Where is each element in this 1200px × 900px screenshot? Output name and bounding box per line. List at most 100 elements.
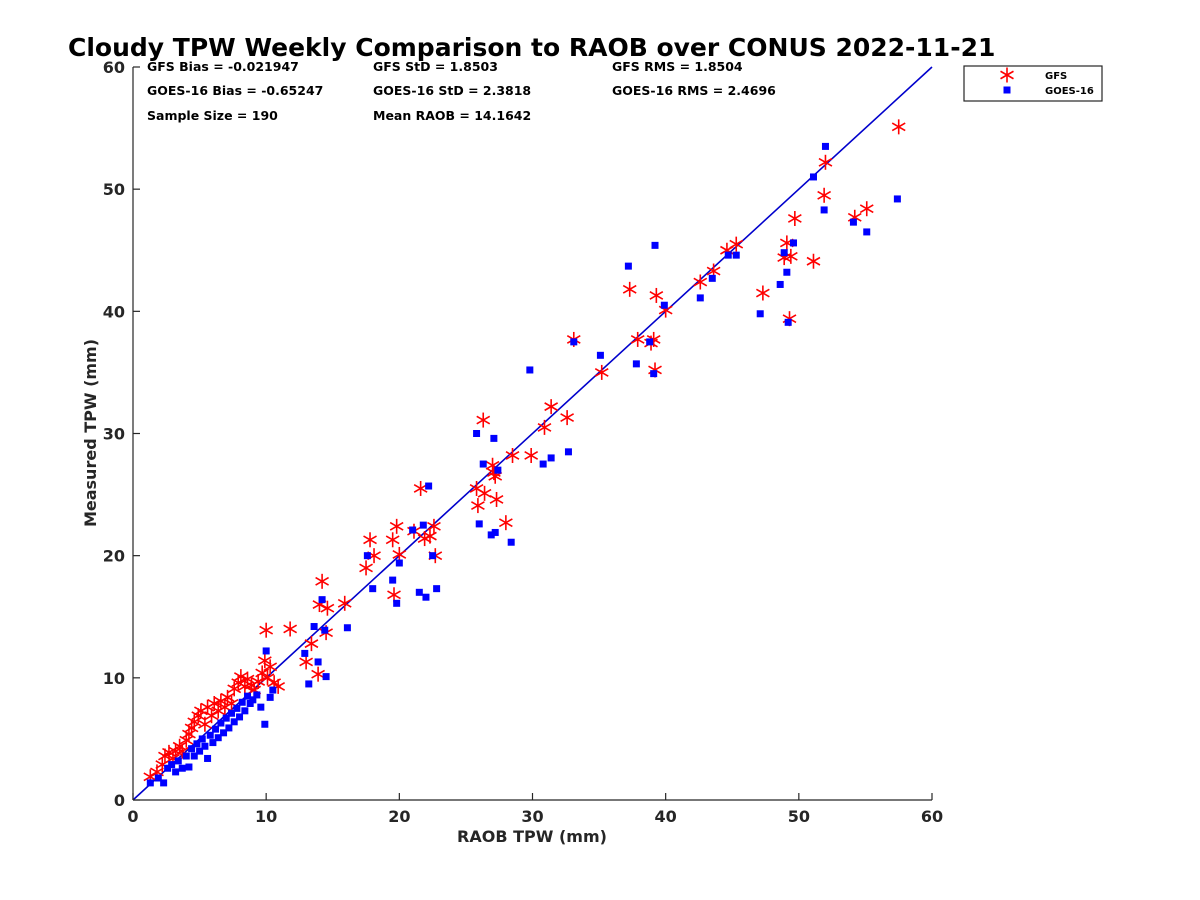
- goes16-point: [214, 734, 222, 742]
- legend-box: [963, 65, 1103, 102]
- goes16-point: [863, 228, 871, 236]
- goes16-point: [419, 521, 427, 529]
- gfs-point: [259, 622, 274, 638]
- goes16-point: [393, 599, 401, 607]
- gfs-point: [859, 201, 874, 217]
- x-axis-ticks: 0 10 20 30 40 50 60: [127, 793, 943, 826]
- goes16-point: [262, 647, 270, 655]
- gfs-point: [363, 532, 377, 548]
- goes16-point: [425, 482, 433, 490]
- gfs-point: [198, 716, 212, 732]
- goes16-point: [305, 680, 313, 688]
- gfs-point: [283, 621, 298, 637]
- gfs-point: [544, 399, 559, 415]
- gfs-point: [806, 253, 821, 269]
- goes16-point: [249, 696, 257, 704]
- goes16-point: [507, 538, 515, 546]
- stat-goes16-bias: GOES-16 Bias = -0.65247: [147, 83, 323, 98]
- goes16-point: [893, 195, 901, 203]
- goes16-point: [487, 531, 495, 539]
- goes16-point: [172, 768, 180, 776]
- gfs-point: [257, 653, 272, 669]
- gfs-point: [413, 480, 428, 496]
- stats-block: GFS Bias = -0.021947 GFS StD = 1.8503 GF…: [147, 59, 776, 123]
- x-tick-label: 40: [655, 807, 677, 826]
- gfs-point: [385, 532, 400, 548]
- goes16-point: [343, 624, 351, 632]
- gfs-point: [524, 447, 539, 463]
- goes16-point: [395, 559, 403, 567]
- series-goes-16: [146, 142, 901, 787]
- gfs-point: [427, 518, 441, 534]
- goes16-point: [494, 466, 502, 474]
- gfs-point: [389, 518, 404, 534]
- stat-sample-size: Sample Size = 190: [147, 108, 278, 123]
- chart-title: Cloudy TPW Weekly Comparison to RAOB ove…: [68, 33, 995, 62]
- goes16-point: [257, 703, 265, 711]
- goes16-point: [318, 596, 326, 604]
- goes16-point: [491, 528, 499, 536]
- goes16-point: [269, 686, 277, 694]
- legend-goes16-marker: [1003, 86, 1011, 94]
- goes16-point: [849, 218, 857, 226]
- gfs-point: [594, 364, 609, 380]
- gfs-point: [359, 560, 373, 576]
- goes16-point: [389, 576, 397, 584]
- goes16-point: [547, 454, 555, 462]
- goes16-point: [783, 268, 791, 276]
- goes16-point: [632, 360, 640, 368]
- x-tick-label: 50: [788, 807, 810, 826]
- goes16-point: [185, 763, 193, 771]
- gfs-point: [191, 708, 206, 724]
- x-tick-label: 0: [127, 807, 138, 826]
- legend-goes16-square: [1003, 86, 1011, 94]
- y-tick-label: 0: [114, 791, 125, 810]
- gfs-point: [471, 498, 485, 514]
- goes16-point: [490, 434, 498, 442]
- gfs-point: [787, 210, 802, 226]
- gfs-point: [560, 410, 575, 426]
- goes16-point: [178, 764, 186, 772]
- goes16-point: [363, 552, 371, 560]
- goes16-point: [821, 142, 829, 150]
- gfs-point: [304, 636, 319, 652]
- x-tick-label: 10: [255, 807, 277, 826]
- gfs-point: [315, 573, 329, 589]
- goes16-point: [228, 709, 236, 717]
- goes16-point: [776, 280, 784, 288]
- y-tick-label: 20: [103, 547, 125, 566]
- stat-gfs-bias: GFS Bias = -0.021947: [147, 59, 299, 74]
- goes16-point: [650, 370, 658, 378]
- gfs-point: [260, 670, 275, 686]
- goes16-point: [146, 779, 154, 787]
- goes16-point: [660, 301, 668, 309]
- goes16-point: [369, 585, 377, 593]
- goes16-point: [784, 318, 792, 326]
- goes16-point: [301, 649, 309, 657]
- goes16-point: [473, 430, 481, 437]
- y-tick-label: 30: [103, 425, 125, 444]
- gfs-point: [299, 654, 314, 670]
- goes16-point: [212, 725, 220, 733]
- gfs-point: [693, 274, 708, 290]
- gfs-point: [172, 738, 187, 754]
- goes16-point: [409, 526, 417, 534]
- goes16-point: [233, 704, 241, 712]
- goes16-point: [732, 251, 740, 259]
- gfs-point: [891, 119, 906, 135]
- gfs-point: [649, 287, 664, 303]
- goes16-point: [433, 585, 441, 593]
- goes16-point: [564, 448, 572, 456]
- goes16-point: [238, 698, 246, 706]
- legend-goes16-label: GOES-16: [1045, 86, 1094, 97]
- y-tick-label: 60: [103, 58, 125, 77]
- stat-goes16-rms: GOES-16 RMS = 2.4696: [612, 83, 776, 98]
- goes16-point: [164, 764, 172, 772]
- goes16-point: [188, 745, 196, 753]
- y-tick-label: 50: [103, 180, 125, 199]
- goes16-point: [646, 338, 654, 346]
- goes16-point: [539, 460, 547, 468]
- goes16-point: [160, 779, 168, 787]
- goes16-point: [196, 747, 204, 755]
- y-tick-label: 40: [103, 302, 125, 321]
